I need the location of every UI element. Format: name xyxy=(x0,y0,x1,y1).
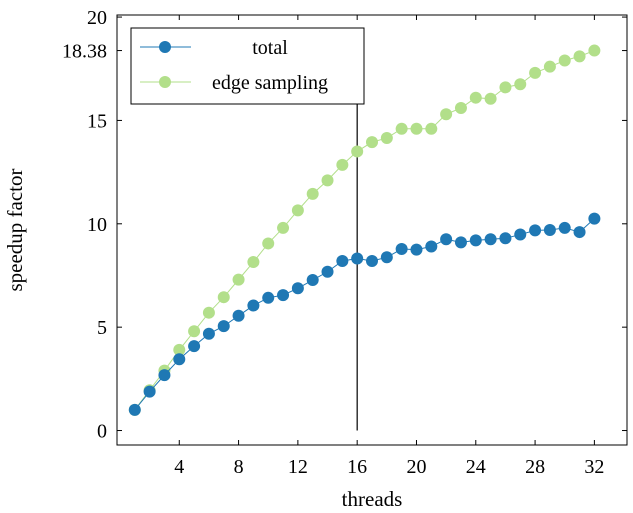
y-tick-label: 20 xyxy=(87,7,107,29)
x-tick-label: 8 xyxy=(234,456,244,478)
data-point-total xyxy=(321,265,334,278)
data-point-edge-sampling xyxy=(529,66,542,79)
y-tick-label: 5 xyxy=(97,317,107,339)
data-point-edge-sampling xyxy=(188,325,201,338)
data-point-total xyxy=(143,385,156,398)
y-tick-label: 10 xyxy=(87,214,107,236)
data-point-total xyxy=(573,226,586,239)
y-tick-label: 15 xyxy=(87,110,107,132)
data-point-total xyxy=(558,221,571,234)
data-point-edge-sampling xyxy=(366,136,378,149)
data-point-edge-sampling xyxy=(380,132,393,145)
data-point-total xyxy=(128,403,141,416)
data-point-edge-sampling xyxy=(588,44,601,57)
data-point-edge-sampling xyxy=(306,187,319,200)
data-point-edge-sampling xyxy=(291,204,304,217)
x-tick-label: 28 xyxy=(525,456,545,478)
data-point-total xyxy=(277,289,290,302)
data-point-total xyxy=(217,320,230,333)
data-point-total xyxy=(173,353,186,366)
data-point-total xyxy=(425,240,438,253)
data-point-total xyxy=(395,243,408,256)
x-axis-label: threads xyxy=(342,487,403,511)
data-point-edge-sampling xyxy=(202,306,215,319)
data-point-edge-sampling xyxy=(573,50,586,63)
data-point-total xyxy=(543,224,556,236)
data-point-total xyxy=(158,369,171,382)
legend-label-edge-sampling: edge sampling xyxy=(212,72,328,94)
series-total xyxy=(128,212,601,416)
x-tick-label: 32 xyxy=(584,456,604,478)
data-point-total xyxy=(247,299,260,312)
data-point-total xyxy=(336,255,349,268)
legend-entry-total: total xyxy=(140,37,288,59)
data-point-edge-sampling xyxy=(558,54,571,67)
data-point-total xyxy=(484,233,497,246)
data-point-total xyxy=(291,282,304,295)
y-tick-label: 18.38 xyxy=(62,41,107,63)
data-point-total xyxy=(454,236,467,249)
data-point-total xyxy=(588,212,601,225)
data-point-edge-sampling xyxy=(425,122,438,135)
x-tick-label: 12 xyxy=(288,456,308,478)
data-point-total xyxy=(262,291,275,304)
legend: total edge sampling xyxy=(130,27,365,105)
series-layer xyxy=(128,44,601,416)
data-point-edge-sampling xyxy=(514,78,527,91)
data-point-edge-sampling xyxy=(469,91,482,104)
legend-marker-total xyxy=(159,41,171,53)
data-point-total xyxy=(469,234,482,247)
x-tick-label: 20 xyxy=(406,456,426,478)
data-point-total xyxy=(499,232,512,245)
data-point-total xyxy=(306,274,319,287)
legend-label-total: total xyxy=(252,37,288,59)
data-point-edge-sampling xyxy=(440,108,453,121)
data-point-edge-sampling xyxy=(499,81,512,94)
x-tick-label: 4 xyxy=(174,456,184,478)
data-point-total xyxy=(232,309,245,322)
data-point-edge-sampling xyxy=(173,343,186,356)
plot-frame xyxy=(116,14,628,446)
data-point-edge-sampling xyxy=(484,92,497,105)
data-point-edge-sampling xyxy=(262,237,275,250)
data-point-edge-sampling xyxy=(410,122,423,135)
data-point-edge-sampling xyxy=(336,158,349,171)
x-tick-label: 16 xyxy=(347,456,367,478)
y-axis-label: speedup factor xyxy=(3,168,27,291)
data-point-total xyxy=(380,251,393,264)
data-point-edge-sampling xyxy=(395,122,408,135)
data-point-edge-sampling xyxy=(232,273,245,286)
data-point-total xyxy=(188,340,201,353)
data-point-total xyxy=(366,255,378,268)
data-point-edge-sampling xyxy=(321,174,334,187)
data-point-edge-sampling xyxy=(454,102,467,115)
data-point-total xyxy=(202,327,215,340)
data-point-edge-sampling xyxy=(351,145,364,158)
data-point-total xyxy=(351,252,364,265)
y-tick-label: 0 xyxy=(97,421,107,443)
data-point-edge-sampling xyxy=(247,256,260,269)
x-tick-label: 24 xyxy=(466,456,486,478)
legend-box xyxy=(130,27,365,105)
data-point-edge-sampling xyxy=(217,291,230,304)
data-point-total xyxy=(440,233,453,246)
data-point-total xyxy=(410,243,423,256)
axes-ticks: 4 8 12 16 20 24 28 32 0 5 10 15 18.38 20 xyxy=(62,7,627,478)
legend-marker-edge-sampling xyxy=(159,76,171,88)
legend-entry-edge-sampling: edge sampling xyxy=(140,72,328,94)
data-point-edge-sampling xyxy=(543,60,556,73)
data-point-edge-sampling xyxy=(277,221,290,234)
data-point-total xyxy=(514,228,527,241)
data-point-total xyxy=(529,224,542,237)
